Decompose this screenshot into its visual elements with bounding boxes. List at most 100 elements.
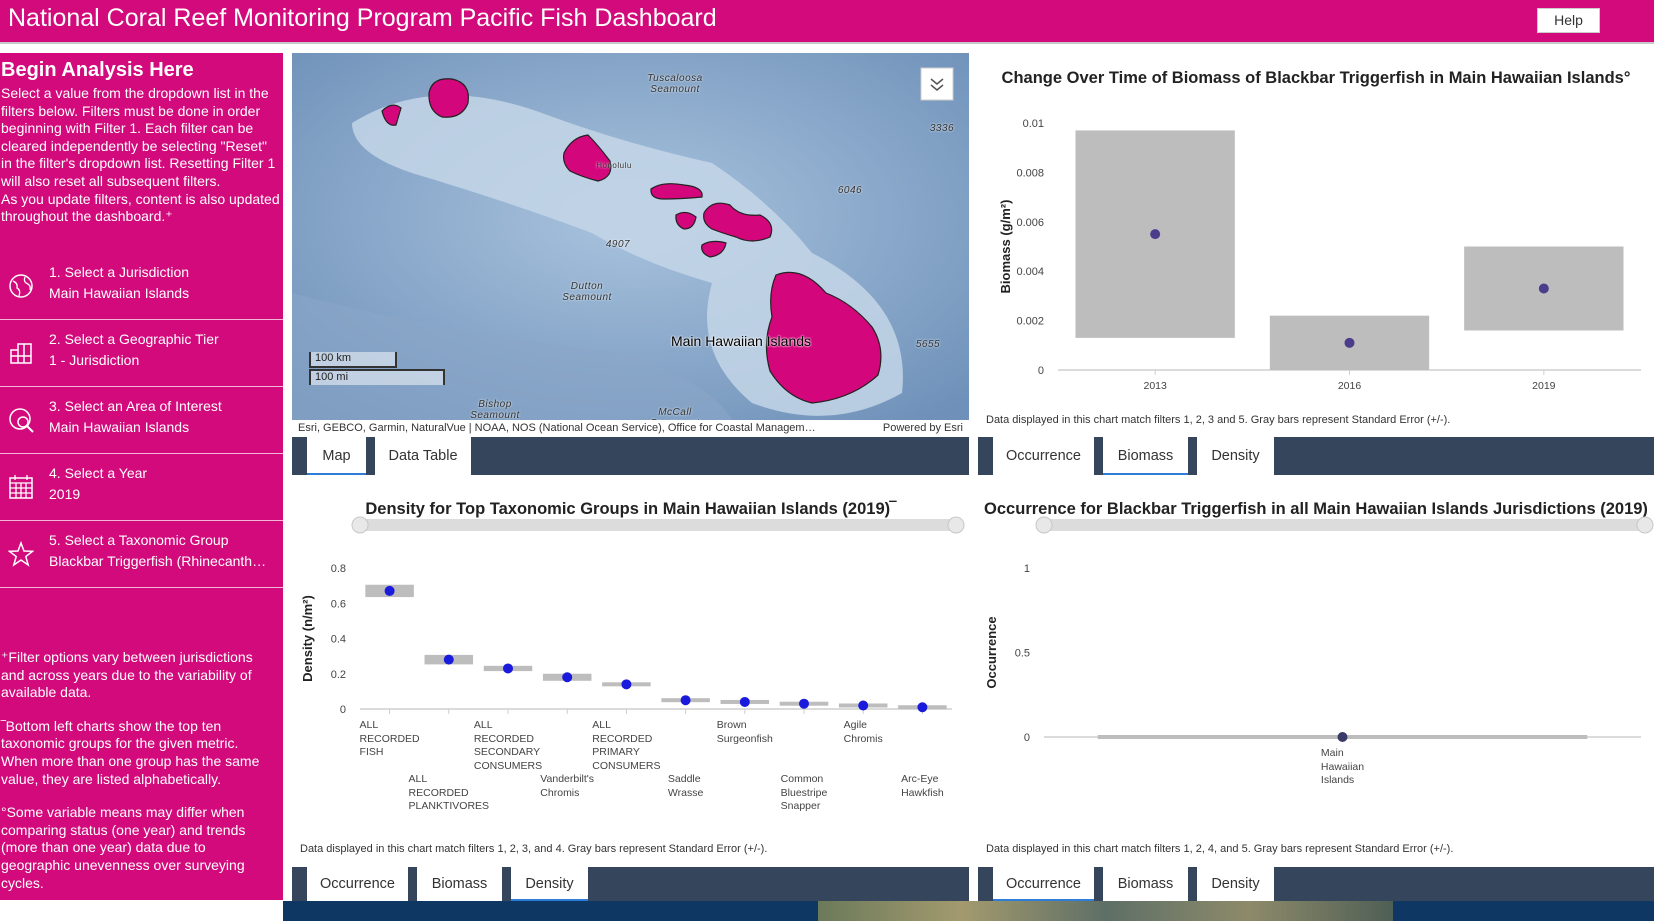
chart-panel: Density for Top Taxonomic Groups in Main… (292, 483, 969, 867)
tab-bar: Occurrence Biomass Density (292, 867, 969, 901)
tab[interactable]: Density (1197, 437, 1274, 475)
tab[interactable]: Occurrence (993, 437, 1094, 475)
point (1344, 337, 1355, 348)
filter-value: Blackbar Triggerfish (Rhinecanth… (49, 553, 267, 569)
tab[interactable]: Occurrence (307, 867, 408, 901)
x-tick-label: ALL RECORDED PLANKTIVORES (408, 773, 490, 812)
point (384, 585, 395, 596)
star-icon (8, 541, 34, 567)
chart-panel: Change Over Time of Biomass of Blackbar … (978, 53, 1654, 437)
filter[interactable]: 5. Select a Taxonomic Group Blackbar Tri… (0, 521, 283, 588)
filter[interactable]: 4. Select a Year 2019 (0, 454, 283, 521)
filter-value: Main Hawaiian Islands (49, 285, 190, 301)
intro-text: As you update filters, content is also u… (1, 190, 280, 225)
slider-handle (1636, 516, 1654, 534)
map-label: Bishop Seamount (470, 399, 520, 420)
point (680, 695, 691, 706)
intro-text: Select a value from the dropdown list in… (1, 85, 276, 189)
filter-value: 2019 (49, 486, 81, 502)
x-tick-label: Main Hawaiian Islands (1320, 747, 1365, 786)
calendar-icon (9, 475, 33, 499)
attribution-bar: Esri, GEBCO, Garmin, NaturalVue | NOAA, … (292, 420, 969, 437)
y-tick-label: 0.006 (1016, 217, 1044, 229)
tab[interactable]: Occurrence (993, 867, 1094, 901)
help-button[interactable]: Help (1537, 8, 1600, 33)
y-tick-label: 0.8 (331, 563, 346, 575)
filter[interactable]: 3. Select an Area of Interest Main Hawai… (0, 387, 283, 454)
tab[interactable]: Biomass (417, 867, 502, 901)
area-icon (9, 408, 34, 433)
tab[interactable]: Biomass (1103, 437, 1188, 475)
x-tick-label: Common Bluestripe Snapper (780, 773, 828, 812)
point (503, 663, 513, 674)
point (1150, 229, 1161, 240)
tab[interactable]: Density (511, 867, 588, 901)
x-tick-label: ALL RECORDED FISH (359, 719, 420, 758)
powered-by[interactable]: Powered by Esri (882, 422, 963, 434)
intro: Select a value from the dropdown list in… (1, 85, 281, 226)
x-tick-label: Saddle Wrasse (667, 773, 704, 799)
point (858, 700, 869, 711)
map-label: 4907 (605, 239, 631, 250)
y-tick-label: 0 (1038, 365, 1044, 377)
x-tick-label: ALL RECORDED SECONDARY CONSUMERS (473, 719, 543, 772)
tab[interactable]: Map (307, 437, 366, 475)
chart: 0 0.2 0.4 0.6 0.8 Density (n/m²) (300, 516, 965, 716)
map[interactable]: Tuscaloosa Seamount 3336 6046 4907 Dutton Se… (292, 53, 969, 420)
scale-mi: 100 mi (309, 369, 445, 385)
map-label: Honolulu (596, 161, 632, 170)
chart-title: Density for Top Taxonomic Groups in Main… (365, 500, 896, 518)
chart: 0 0.002 0.004 0.006 0.008 0.01 Biomass (g/m²) (998, 118, 1641, 377)
point (799, 698, 809, 709)
map-label: Main Hawaiian Islands (670, 333, 812, 349)
y-tick-label: 0.2 (331, 669, 346, 681)
point (1337, 732, 1348, 742)
filter[interactable]: 2. Select a Geographic Tier 1 - Jurisdic… (0, 320, 283, 387)
map-label: Dutton Seamount (562, 281, 612, 303)
title: National Coral Reef Monitoring Program P… (8, 4, 717, 32)
filter-label: 1. Select a Jurisdiction (49, 264, 190, 280)
map-label: 6046 (837, 185, 863, 196)
range-slider (1044, 519, 1645, 531)
y-tick-label: 0.002 (1016, 316, 1044, 328)
point (917, 702, 928, 713)
x-tick-label: 2013 (1143, 380, 1167, 392)
chart-note: Data displayed in this chart match filte… (986, 414, 1451, 426)
tier-icon (10, 343, 32, 364)
globe-icon (9, 274, 33, 298)
point (443, 654, 454, 665)
tab[interactable]: Biomass (1103, 867, 1188, 901)
filter-value: 1 - Jurisdiction (49, 352, 140, 368)
map-label: 5655 (915, 339, 941, 350)
notes: ⁺Filter options vary between jurisdictio… (1, 649, 271, 900)
y-axis-title: Biomass (g/m²) (998, 200, 1013, 294)
chart: 0 0.5 1 Occurrence (984, 516, 1654, 744)
y-axis-title: Density (n/m²) (300, 595, 315, 682)
chart-panel: Occurrence for Blackbar Triggerfish in a… (978, 483, 1654, 867)
slider-handle (947, 516, 965, 534)
y-tick-label: 1 (1024, 563, 1030, 575)
map-label: 3336 (929, 123, 955, 134)
note: ⁺Filter options vary between jurisdictio… (1, 649, 253, 701)
filter-label: 5. Select a Taxonomic Group (49, 532, 229, 548)
note: ‾Bottom left charts show the top ten tax… (1, 717, 260, 787)
chart-note: Data displayed in this chart match filte… (986, 843, 1454, 855)
sidebar: Begin Analysis Here Select a value from … (0, 53, 283, 900)
y-tick-label: 0 (1024, 732, 1030, 744)
tab[interactable]: Density (1197, 867, 1274, 901)
x-tick-label: Arc-Eye Hawkfish (901, 773, 944, 799)
point (1538, 283, 1549, 294)
tab[interactable]: Data Table (375, 437, 471, 475)
filter[interactable]: 1. Select a Jurisdiction Main Hawaiian I… (0, 253, 283, 320)
slider-handle (1035, 516, 1053, 534)
note: °Some variable means may differ when com… (1, 804, 246, 891)
y-tick-label: 0.01 (1023, 118, 1044, 130)
tab-bar: Occurrence Biomass Density (978, 867, 1654, 901)
point (739, 696, 750, 707)
chart-title: Change Over Time of Biomass of Blackbar … (1001, 69, 1631, 87)
chart-title: Occurrence for Blackbar Triggerfish in a… (984, 500, 1648, 518)
sidebar-heading: Begin Analysis Here (1, 59, 194, 81)
scale-km: 100 km (309, 352, 397, 368)
